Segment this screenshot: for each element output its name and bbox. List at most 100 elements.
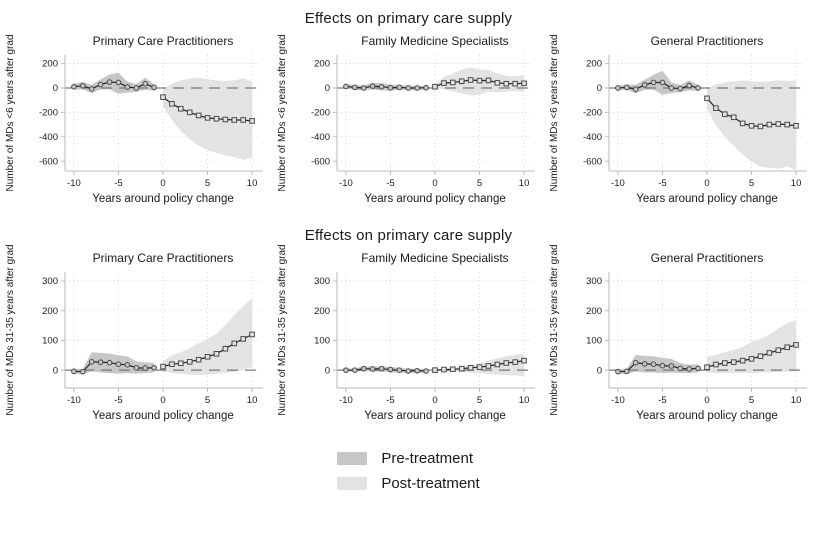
chart-panel-family-medicine-31-35: 300 200 100 0 -10 -5 0 5 10 Family Medicine Speci…: [277, 244, 535, 422]
svg-text:300: 300: [314, 276, 330, 287]
svg-text:-5: -5: [386, 178, 394, 189]
svg-text:Years around policy change: Years around policy change: [636, 410, 778, 422]
svg-text:-10: -10: [67, 395, 81, 406]
svg-text:Family Medicine Specialists: Family Medicine Specialists: [361, 34, 508, 48]
svg-text:10: 10: [790, 178, 801, 189]
svg-text:0: 0: [596, 83, 601, 94]
svg-text:-600: -600: [38, 156, 57, 167]
svg-text:0: 0: [52, 365, 57, 376]
legend: Pre-treatment Post-treatment: [0, 450, 817, 492]
svg-text:-200: -200: [582, 108, 601, 119]
svg-text:Number of MDs 31-35 years afte: Number of MDs 31-35 years after grad: [5, 244, 16, 415]
chart-panel-primary-care-under6: 200 0 -200 -400 -600 -10 -5 0 5 10 Primary Care Pr…: [5, 34, 263, 205]
svg-text:10: 10: [246, 395, 257, 406]
svg-text:0: 0: [324, 83, 329, 94]
svg-text:10: 10: [518, 395, 529, 406]
svg-text:-200: -200: [38, 108, 57, 119]
svg-text:Years around policy change: Years around policy change: [636, 193, 778, 205]
svg-text:Number of MDs <6 years after g: Number of MDs <6 years after grad: [277, 34, 288, 191]
panel-gp-under6: 200 0 -200 -400 -600 -10 -5 0 5 10 General Practit…: [545, 31, 817, 207]
svg-text:300: 300: [586, 276, 602, 287]
svg-text:Family Medicine Specialists: Family Medicine Specialists: [361, 251, 508, 265]
svg-text:Years around policy change: Years around policy change: [92, 410, 234, 422]
svg-text:Primary Care Practitioners: Primary Care Practitioners: [92, 34, 233, 48]
svg-text:Number of MDs 31-35 years afte: Number of MDs 31-35 years after grad: [549, 244, 560, 415]
chart-panel-family-medicine-under6: 200 0 -200 -400 -600 -10 -5 0 5 10 Family Medicine…: [277, 34, 535, 205]
svg-text:Primary Care Practitioners: Primary Care Practitioners: [92, 251, 233, 265]
svg-text:200: 200: [42, 59, 58, 70]
svg-text:5: 5: [204, 395, 209, 406]
svg-text:Number of MDs <6 years after g: Number of MDs <6 years after grad: [549, 34, 560, 191]
svg-text:0: 0: [52, 83, 57, 94]
svg-text:-10: -10: [339, 178, 353, 189]
svg-text:General Practitioners: General Practitioners: [650, 34, 763, 48]
svg-text:0: 0: [432, 178, 437, 189]
figure-under6-row: 200 0 -200 -400 -600 -10 -5 0 5 10 Primary Care Pr…: [0, 31, 817, 207]
figure-31-35-row: 300 200 100 0 -10 -5 0 5 10 Primary Care Practiti…: [0, 244, 817, 424]
svg-text:10: 10: [790, 395, 801, 406]
panel-gp-31-35: 300 200 100 0 -10 -5 0 5 10 General Practitioners…: [545, 244, 817, 424]
svg-text:100: 100: [314, 336, 330, 347]
svg-text:-600: -600: [310, 156, 329, 167]
svg-text:Years around policy change: Years around policy change: [364, 410, 506, 422]
svg-text:-200: -200: [310, 108, 329, 119]
svg-text:0: 0: [704, 178, 709, 189]
svg-text:100: 100: [586, 336, 602, 347]
svg-text:5: 5: [748, 178, 753, 189]
svg-text:10: 10: [518, 178, 529, 189]
chart-panel-primary-care-31-35: 300 200 100 0 -10 -5 0 5 10 Primary Care Practiti…: [5, 244, 263, 422]
svg-text:0: 0: [596, 365, 601, 376]
figure-title-under6: Effects on primary care supply: [304, 10, 513, 27]
svg-text:200: 200: [586, 59, 602, 70]
svg-text:-400: -400: [38, 132, 57, 143]
svg-text:100: 100: [42, 336, 58, 347]
svg-text:200: 200: [314, 306, 330, 317]
figure-under6: Effects on primary care supply 200 0 -200 -…: [0, 10, 817, 207]
svg-text:Years around policy change: Years around policy change: [92, 193, 234, 205]
svg-text:-400: -400: [310, 132, 329, 143]
svg-text:5: 5: [748, 395, 753, 406]
panel-pcp-31-35: 300 200 100 0 -10 -5 0 5 10 Primary Care Practiti…: [1, 244, 273, 424]
legend-item-pre-treatment: Pre-treatment: [337, 450, 479, 467]
svg-text:5: 5: [476, 395, 481, 406]
svg-text:200: 200: [586, 306, 602, 317]
svg-text:Number of MDs 31-35 years afte: Number of MDs 31-35 years after grad: [277, 244, 288, 415]
svg-text:0: 0: [160, 395, 165, 406]
svg-text:-5: -5: [658, 395, 666, 406]
legend-swatch-pre-treatment: [337, 452, 368, 465]
svg-text:-10: -10: [611, 178, 625, 189]
svg-text:0: 0: [704, 395, 709, 406]
svg-text:-10: -10: [67, 178, 81, 189]
svg-text:-5: -5: [114, 178, 122, 189]
svg-text:300: 300: [42, 276, 58, 287]
panel-fms-31-35: 300 200 100 0 -10 -5 0 5 10 Family Medicine Speci…: [273, 244, 545, 424]
svg-text:200: 200: [42, 306, 58, 317]
svg-text:-5: -5: [386, 395, 394, 406]
svg-text:Years around policy change: Years around policy change: [364, 193, 506, 205]
legend-label-pre-treatment: Pre-treatment: [381, 450, 474, 467]
svg-text:10: 10: [246, 178, 257, 189]
legend-label-post-treatment: Post-treatment: [381, 475, 480, 492]
chart-panel-general-practitioners-31-35: 300 200 100 0 -10 -5 0 5 10 General Practitioners…: [549, 244, 807, 422]
svg-text:0: 0: [324, 365, 329, 376]
svg-text:5: 5: [204, 178, 209, 189]
panel-pcp-under6: 200 0 -200 -400 -600 -10 -5 0 5 10 Primary Care Pr…: [1, 31, 273, 207]
legend-swatch-post-treatment: [337, 477, 368, 490]
svg-text:0: 0: [432, 395, 437, 406]
svg-text:Number of MDs <6 years after g: Number of MDs <6 years after grad: [5, 34, 16, 191]
figure-31-35: Effects on primary care supply 300 200 100…: [0, 227, 817, 424]
svg-text:-10: -10: [339, 395, 353, 406]
svg-text:-400: -400: [582, 132, 601, 143]
svg-text:5: 5: [476, 178, 481, 189]
svg-text:0: 0: [160, 178, 165, 189]
svg-text:200: 200: [314, 59, 330, 70]
svg-text:General Practitioners: General Practitioners: [650, 251, 763, 265]
chart-panel-general-practitioners-under6: 200 0 -200 -400 -600 -10 -5 0 5 10 General Practit…: [549, 34, 807, 205]
svg-text:-600: -600: [582, 156, 601, 167]
svg-text:-5: -5: [114, 395, 122, 406]
panel-fms-under6: 200 0 -200 -400 -600 -10 -5 0 5 10 Family Medicine…: [273, 31, 545, 207]
figure-title-31-35: Effects on primary care supply: [304, 227, 513, 244]
svg-text:-10: -10: [611, 395, 625, 406]
legend-item-post-treatment: Post-treatment: [337, 475, 480, 492]
